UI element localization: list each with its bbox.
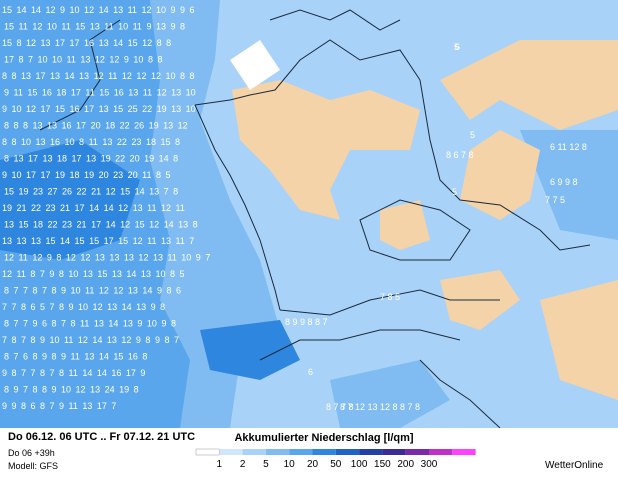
map-value-row: 8 8 8 13 13 16 17 20 18 22 26 19 13 12 bbox=[4, 121, 188, 131]
map-value-row: 9 11 15 16 18 17 11 15 16 13 11 12 13 10 bbox=[4, 88, 196, 98]
border bbox=[259, 329, 461, 361]
borders bbox=[39, 9, 591, 429]
legend-swatch bbox=[335, 449, 360, 455]
precip-area bbox=[0, 140, 140, 260]
legend-swatch bbox=[359, 449, 383, 455]
map-value: 6 bbox=[455, 42, 460, 52]
legend-swatch bbox=[312, 449, 336, 455]
border bbox=[359, 199, 471, 261]
legend-label: 10 bbox=[284, 459, 296, 470]
legend-swatch bbox=[429, 449, 453, 455]
map-value: 5 bbox=[454, 42, 459, 52]
legend-swatch bbox=[452, 449, 476, 455]
map-value-row: 19 21 22 23 21 17 14 14 12 13 11 12 11 bbox=[2, 203, 185, 213]
map-value-row: 15 11 12 10 11 15 13 11 10 11 9 13 9 8 bbox=[4, 22, 185, 32]
border bbox=[194, 104, 281, 311]
period: Do 06.12. 06 UTC .. Fr 07.12. 21 UTC bbox=[8, 431, 195, 443]
map-value-row: 8 7 6 8 9 8 9 11 13 14 15 16 8 bbox=[4, 352, 147, 362]
map-value: 5 bbox=[470, 130, 475, 140]
map-value-row: 8 7 7 8 7 8 9 10 11 12 12 13 14 9 8 6 bbox=[4, 286, 181, 296]
precip-area bbox=[520, 130, 618, 240]
legend-swatch bbox=[242, 449, 266, 455]
map-value-row: 8 8 10 13 16 10 8 11 13 22 23 18 15 8 bbox=[2, 137, 180, 147]
legend-swatch bbox=[382, 449, 406, 455]
run: Do 06 +39h bbox=[8, 448, 55, 458]
sea-dry bbox=[230, 40, 280, 90]
coastline bbox=[39, 19, 121, 131]
map-value-row: 9 10 17 17 19 18 19 20 23 20 11 8 5 bbox=[2, 170, 170, 180]
map-value: 8 7 7 8 bbox=[326, 402, 354, 412]
coastline bbox=[194, 39, 421, 106]
map-value-row: 17 8 7 10 10 11 13 12 12 9 10 8 8 bbox=[4, 55, 162, 65]
border bbox=[279, 289, 500, 316]
map-value-row: 13 15 18 22 23 21 17 14 12 15 12 14 13 8 bbox=[4, 220, 198, 230]
legend-label: 50 bbox=[330, 459, 342, 470]
map-value-row: 15 8 12 13 17 17 16 13 14 15 12 8 8 bbox=[2, 38, 171, 48]
map-value-row: 13 13 13 15 14 15 15 17 15 12 11 13 11 7 bbox=[2, 236, 194, 246]
legend-label: 5 bbox=[263, 459, 269, 470]
land-dry bbox=[460, 130, 540, 220]
map-value: 6 bbox=[308, 367, 313, 377]
legend-label: 100 bbox=[351, 459, 368, 470]
map-value-row: 15 14 14 12 9 10 12 14 13 11 12 10 9 9 6 bbox=[2, 5, 194, 15]
legend-label: 20 bbox=[307, 459, 319, 470]
legend-label: 1 bbox=[217, 459, 223, 470]
legend-label: 200 bbox=[397, 459, 414, 470]
map-value: 8 7 12 13 12 8 bbox=[340, 402, 398, 412]
coastline bbox=[419, 359, 501, 429]
map-value: 8 6 7 8 bbox=[446, 150, 474, 160]
map-value: 5 bbox=[452, 187, 457, 197]
legend-swatch bbox=[405, 449, 429, 455]
map-value-row: 8 7 7 9 6 8 7 8 11 13 14 13 9 10 9 8 bbox=[4, 319, 176, 329]
map-value: 6 9 9 8 bbox=[550, 177, 578, 187]
legend-label: 150 bbox=[374, 459, 391, 470]
precip-area bbox=[200, 320, 300, 380]
map-value-row: 12 11 12 9 8 12 12 13 13 13 12 13 11 10 … bbox=[4, 253, 210, 263]
map-value: 7 8 5 bbox=[380, 292, 400, 302]
legend-label: 2 bbox=[240, 459, 246, 470]
map-value: 8 9 9 8 8 7 bbox=[285, 317, 328, 327]
legend-swatch bbox=[265, 449, 290, 455]
precip-area bbox=[330, 360, 450, 428]
map-value-row: 9 9 8 6 8 7 9 11 13 17 7 bbox=[2, 401, 116, 411]
land-dry bbox=[540, 280, 618, 400]
map-value-row: 9 8 7 7 8 7 8 11 14 14 16 17 9 bbox=[2, 368, 145, 378]
coastline bbox=[269, 9, 401, 31]
model: Modell: GFS bbox=[8, 461, 58, 471]
legend-swatch bbox=[219, 449, 243, 455]
map-value: 6 11 12 8 bbox=[550, 142, 587, 152]
map-value-row: 15 19 23 27 26 22 21 12 15 14 13 7 8 bbox=[4, 187, 178, 197]
map-value-row: 7 8 7 8 9 10 11 12 14 13 12 9 8 9 8 7 bbox=[2, 335, 179, 345]
land-dry bbox=[232, 80, 420, 220]
land-dry bbox=[440, 40, 618, 130]
map-value: 8 7 8 bbox=[400, 402, 420, 412]
map-value: 7 7 5 bbox=[545, 195, 565, 205]
legend-title: Akkumulierter Niederschlag [l/qm] bbox=[234, 432, 413, 444]
legend-swatch bbox=[289, 449, 313, 455]
legend-swatch bbox=[195, 448, 220, 456]
map-value-row: 7 7 8 6 5 7 8 9 10 12 13 14 13 9 8 bbox=[2, 302, 165, 312]
legend-label: 300 bbox=[421, 459, 438, 470]
brand: WetterOnline bbox=[545, 460, 604, 471]
map-value-row: 9 10 12 17 15 16 17 13 15 25 22 19 13 10 bbox=[2, 104, 196, 114]
land-dry bbox=[380, 200, 430, 250]
map-value-row: 8 8 13 17 13 14 13 12 11 12 12 12 10 8 8 bbox=[2, 71, 194, 81]
map-value-row: 8 9 7 8 8 9 10 12 13 24 19 8 bbox=[4, 385, 139, 395]
map-value-row: 12 11 8 7 9 8 10 13 15 13 14 13 10 8 5 bbox=[2, 269, 184, 279]
map-value-row: 8 13 17 13 18 17 13 19 22 20 19 14 8 bbox=[4, 154, 178, 164]
border bbox=[419, 79, 591, 251]
